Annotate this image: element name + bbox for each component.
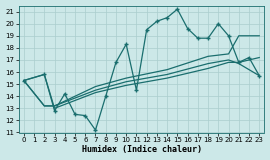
X-axis label: Humidex (Indice chaleur): Humidex (Indice chaleur): [82, 145, 201, 154]
